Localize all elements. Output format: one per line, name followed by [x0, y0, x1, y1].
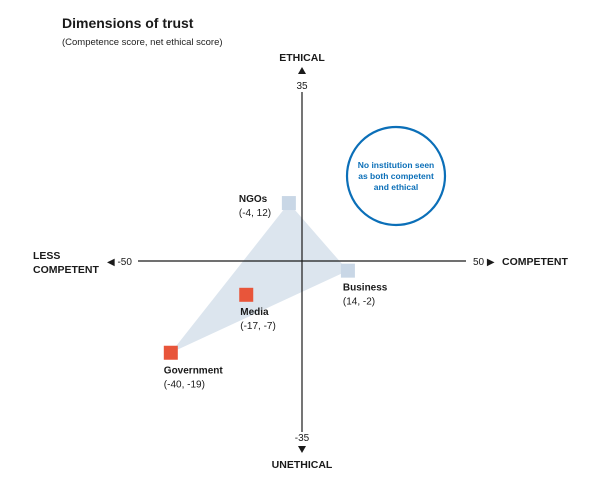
axis-label-bottom: UNETHICAL	[272, 459, 333, 471]
chart-subtitle: (Competence score, net ethical score)	[62, 37, 223, 48]
axis-label-left-line1: LESS	[33, 250, 60, 262]
region-polygon	[170, 203, 348, 353]
annotation-line-1: No institution seen	[358, 160, 435, 170]
point-label-government: Government	[164, 366, 224, 377]
point-label-business: Business	[343, 283, 388, 294]
tick-label-y-max: 35	[296, 81, 308, 92]
point-coords-government: (-40, -19)	[164, 380, 205, 391]
point-business	[340, 263, 355, 278]
point-coords-media: (-17, -7)	[240, 321, 276, 332]
point-label-media: Media	[240, 307, 269, 318]
annotation-line-3: and ethical	[374, 182, 418, 192]
point-government	[163, 345, 178, 360]
tick-label-x-min: ◀ -50	[107, 257, 132, 268]
arrow-down-icon	[298, 446, 306, 453]
point-coords-ngos: (-4, 12)	[239, 208, 271, 219]
axis-label-right: COMPETENT	[502, 256, 569, 268]
point-coords-business: (14, -2)	[343, 297, 375, 308]
tick-label-y-min: -35	[295, 433, 310, 444]
axis-label-left-line2: COMPETENT	[33, 264, 100, 276]
chart-title: Dimensions of trust	[62, 15, 194, 31]
annotation-circle	[345, 125, 447, 227]
annotation-line-2: as both competent	[358, 171, 434, 181]
point-label-ngos: NGOs	[239, 194, 268, 205]
arrow-up-icon	[298, 67, 306, 74]
point-ngos	[281, 196, 296, 211]
axis-label-top: ETHICAL	[279, 52, 325, 64]
tick-label-x-max: 50 ▶	[473, 257, 495, 268]
point-media	[239, 287, 254, 302]
